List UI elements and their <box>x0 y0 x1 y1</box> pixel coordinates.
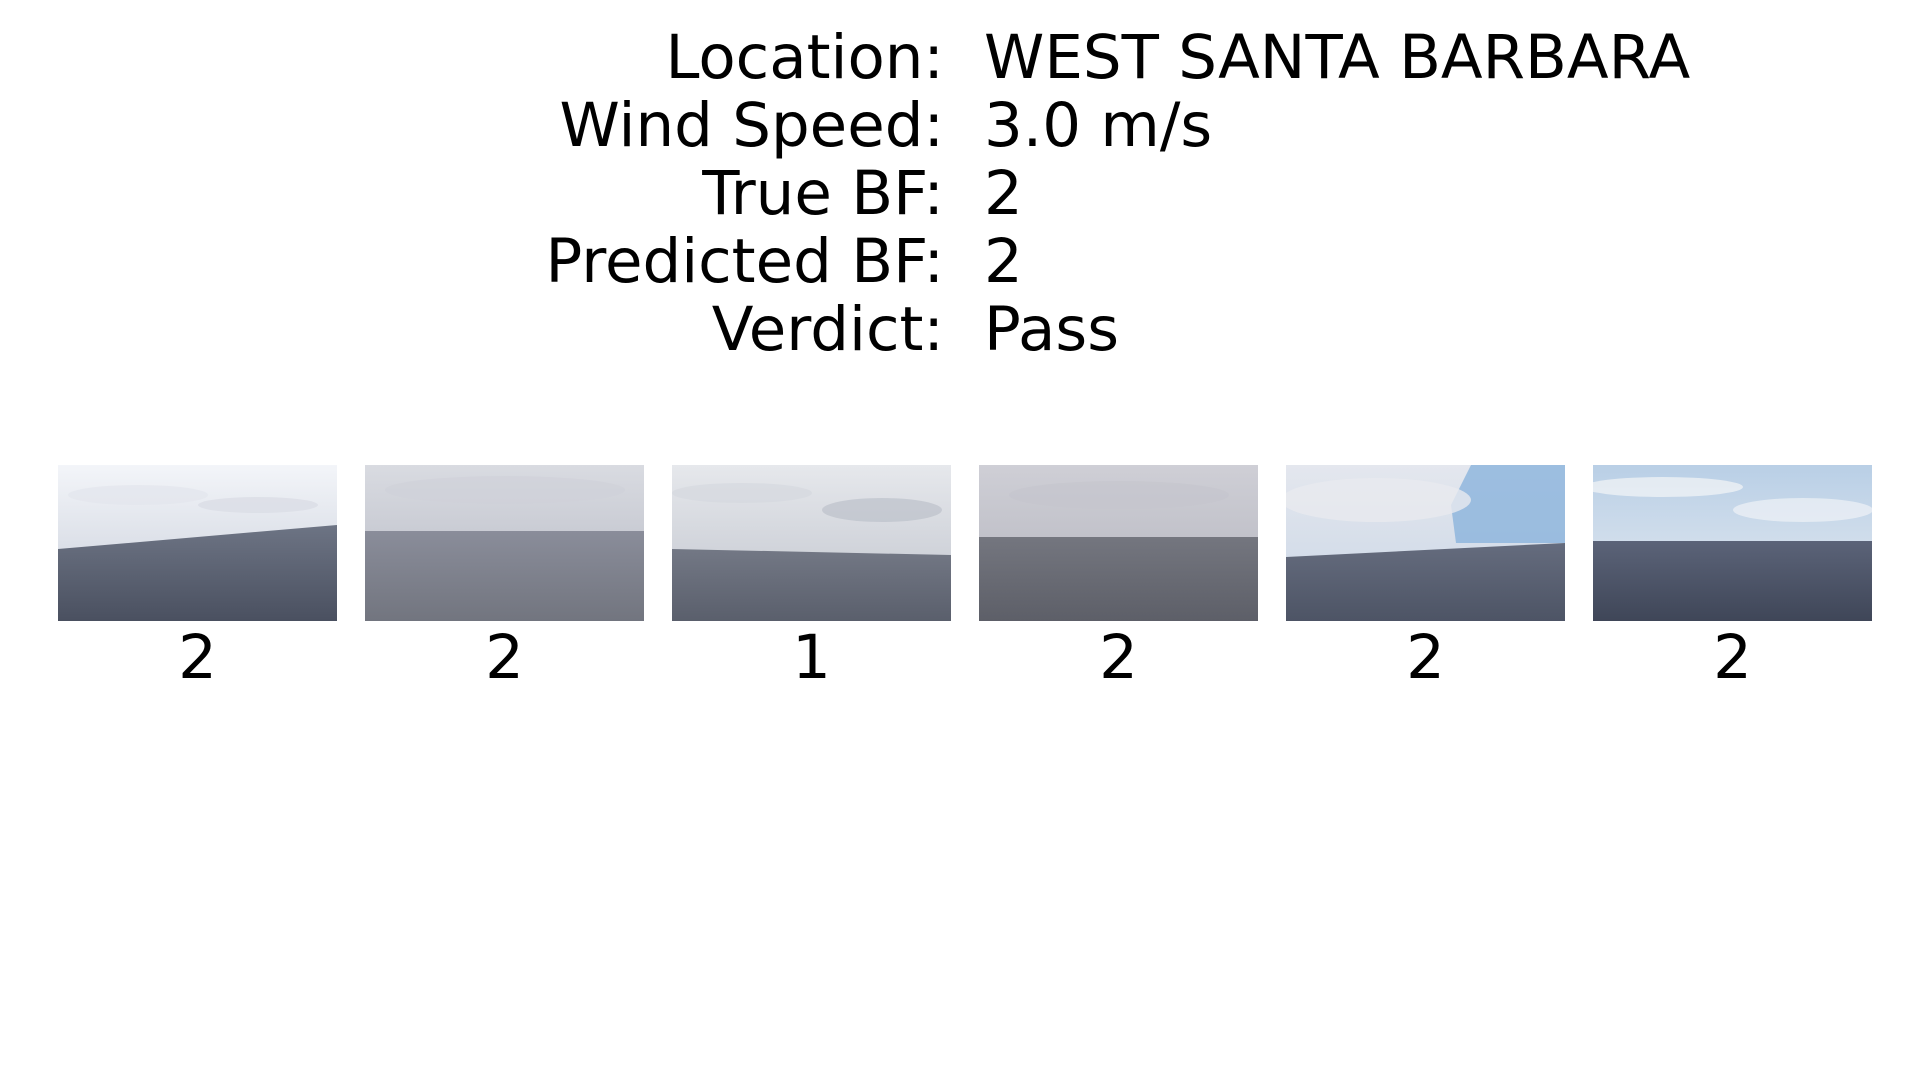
verdict-label: Verdict: <box>711 294 944 365</box>
location-value: WEST SANTA BARBARA <box>984 22 1691 93</box>
sea-image-6 <box>1593 465 1872 621</box>
sea-image-1 <box>58 465 337 621</box>
sea-image-6-label: 2 <box>1713 622 1752 693</box>
sea-image-3-drawing <box>672 465 951 621</box>
sea-image-2 <box>365 465 644 621</box>
info-row-wind-speed: Wind Speed: 3.0 m/s <box>0 92 1920 160</box>
predicted-bf-label: Predicted BF: <box>545 226 945 297</box>
info-row-predicted-bf: Predicted BF: 2 <box>0 228 1920 296</box>
info-row-verdict: Verdict: Pass <box>0 296 1920 364</box>
sea-image-1-label: 2 <box>178 622 217 693</box>
wind-speed-label: Wind Speed: <box>559 90 944 161</box>
sea-image-3 <box>672 465 951 621</box>
sea-image-4-label: 2 <box>1099 622 1138 693</box>
sea-image-2-drawing <box>365 465 644 621</box>
info-row-true-bf: True BF: 2 <box>0 160 1920 228</box>
sea-image-4-drawing <box>979 465 1258 621</box>
predicted-bf-value: 2 <box>984 226 1023 297</box>
true-bf-value: 2 <box>984 158 1023 229</box>
sea-image-5 <box>1286 465 1565 621</box>
wind-speed-value: 3.0 m/s <box>984 90 1213 161</box>
sea-image-1-drawing <box>58 465 337 621</box>
sea-image-2-label: 2 <box>485 622 524 693</box>
verdict-value: Pass <box>984 294 1119 365</box>
info-row-location: Location: WEST SANTA BARBARA <box>0 24 1920 92</box>
sea-image-4 <box>979 465 1258 621</box>
sea-image-3-label: 1 <box>792 622 831 693</box>
location-label: Location: <box>665 22 944 93</box>
true-bf-label: True BF: <box>702 158 944 229</box>
sea-image-6-drawing <box>1593 465 1872 621</box>
sea-image-5-label: 2 <box>1406 622 1445 693</box>
sea-image-5-drawing <box>1286 465 1565 621</box>
